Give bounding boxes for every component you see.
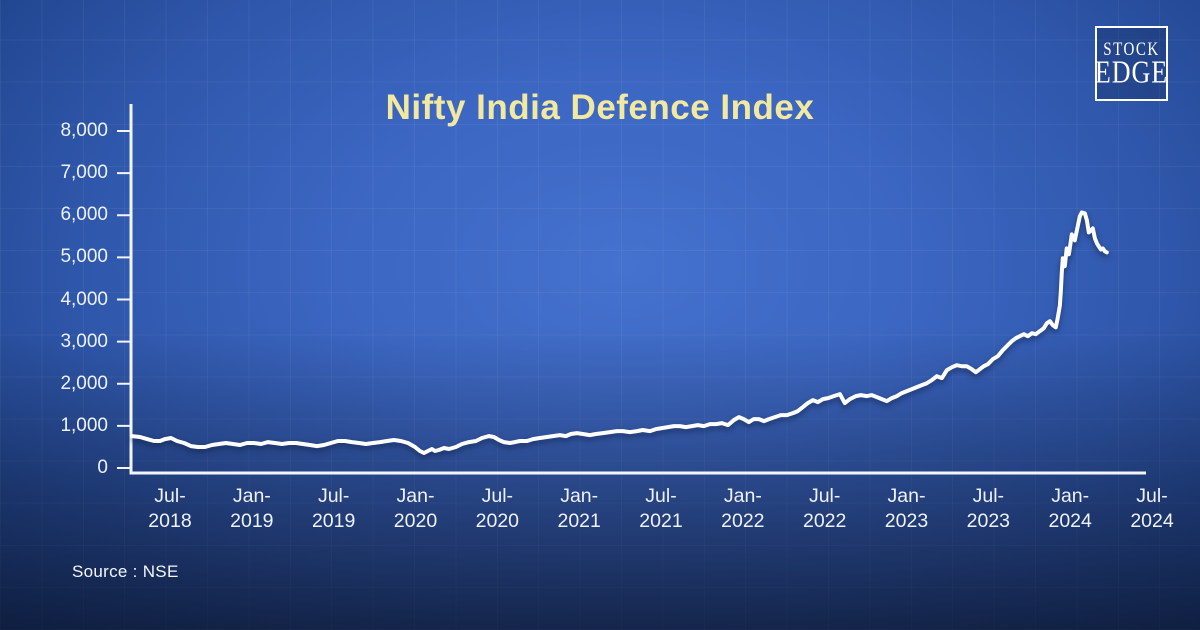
x-axis-tick-label: Jul- 2024 (1130, 485, 1174, 532)
y-axis-tick-label: 4,000 (60, 288, 108, 310)
x-axis-tick-label: Jul- 2019 (311, 485, 356, 532)
x-axis-tick-label: Jul- 2023 (966, 485, 1011, 532)
y-axis-tick-label: 3,000 (60, 330, 108, 352)
y-axis-tick-label: 2,000 (60, 372, 108, 394)
x-axis-tick-label: Jul- 2020 (475, 485, 520, 532)
x-axis-tick-label: Jul- 2018 (148, 485, 192, 532)
x-axis-tick-label: Jan- 2022 (721, 485, 765, 532)
y-axis-tick-label: 5,000 (60, 246, 108, 268)
stockedge-logo-edge-text: EDGE (1094, 54, 1169, 90)
x-axis-tick-label: Jul- 2022 (802, 485, 847, 532)
x-axis-tick-label: Jan- 2020 (393, 485, 438, 532)
y-axis-tick-label: 1,000 (60, 414, 108, 436)
index-price-line (130, 210, 1109, 455)
x-axis-tick-label: Jan- 2019 (230, 485, 274, 532)
y-axis-tick-label: 6,000 (60, 204, 108, 226)
x-axis-tick-label: Jan- 2021 (557, 485, 601, 532)
y-axis-tick-label: 8,000 (60, 120, 108, 141)
x-axis-tick-label: Jan- 2023 (884, 485, 929, 532)
x-axis-tick-label: Jan- 2024 (1048, 485, 1092, 532)
y-axis-tick-label: 7,000 (60, 162, 108, 184)
chart-title: Nifty India Defence Index (385, 88, 815, 127)
source-label: Source : NSE (72, 562, 179, 581)
x-axis-tick-label: Jul- 2021 (639, 485, 683, 532)
stockedge-logo: STOCK EDGE (1095, 26, 1168, 101)
stockedge-logo-stock-text: STOCK (1103, 39, 1160, 60)
y-axis-tick-label: 0 (97, 457, 108, 478)
